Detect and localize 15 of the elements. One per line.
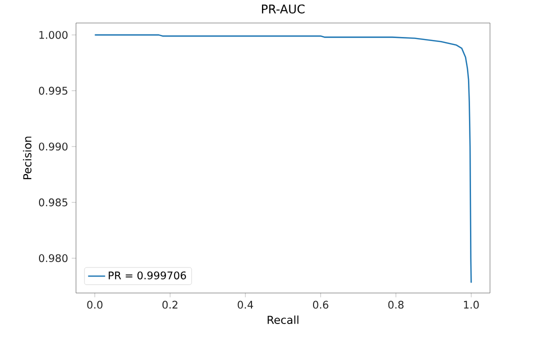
x-tick-label: 0.4 <box>238 300 254 309</box>
x-tick-label: 1.0 <box>464 300 479 309</box>
y-tick-label: 0.985 <box>38 198 68 206</box>
y-tick-label: 0.995 <box>38 86 68 95</box>
x-tick-label: 0.8 <box>388 300 404 309</box>
x-axis-title: Recall <box>268 316 298 324</box>
y-tick-label: 0.980 <box>38 254 68 262</box>
x-tick-label: 0.0 <box>87 300 102 309</box>
chart-title: PR-AUC <box>262 4 305 14</box>
y-tick-label: 1.000 <box>39 30 68 39</box>
y-tick-label: 0.990 <box>38 142 68 151</box>
x-tick-label: 0.2 <box>162 300 178 309</box>
x-tick-label: 0.6 <box>313 300 328 309</box>
legend-label: PR = 0.999706 <box>108 271 186 280</box>
y-axis-title: Pecision <box>22 136 32 180</box>
